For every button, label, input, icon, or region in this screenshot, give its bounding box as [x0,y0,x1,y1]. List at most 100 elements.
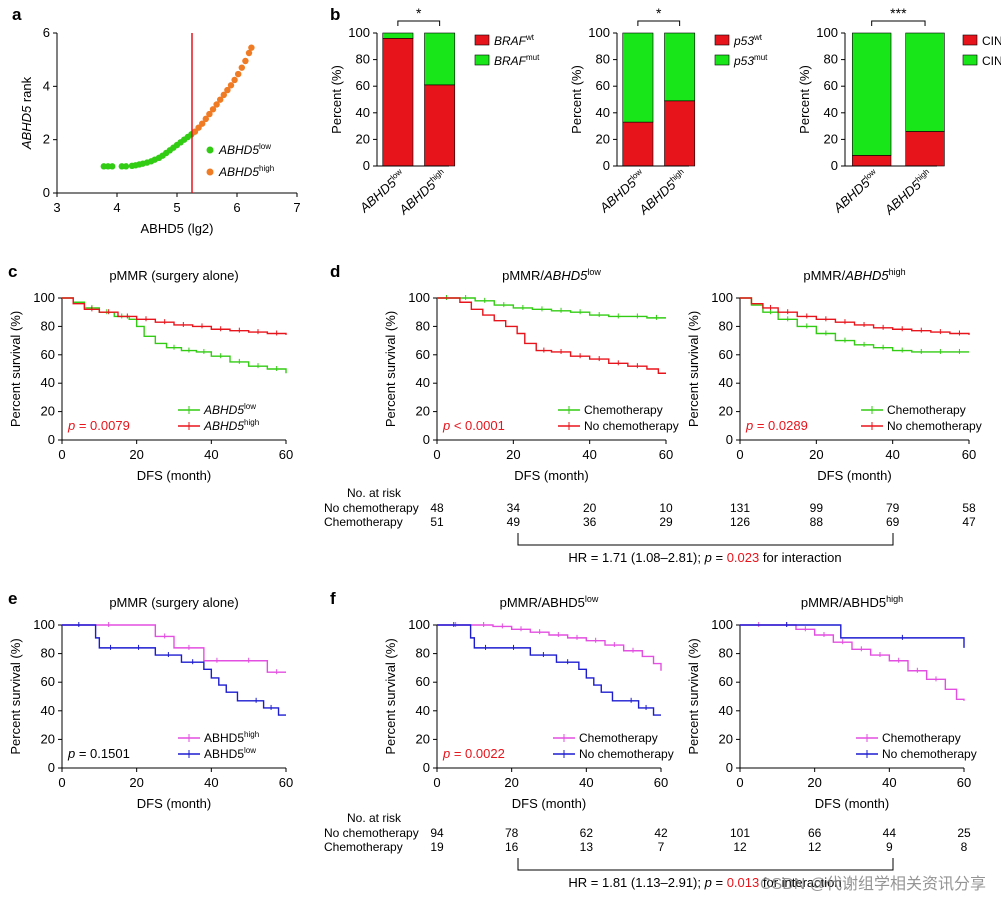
risk-row-label: Chemotherapy [324,840,403,854]
significance-bracket [637,20,681,26]
label-sup: high [428,167,445,184]
risk-count: 13 [580,840,594,854]
legend-label: Chemotherapy [882,731,961,745]
legend-label: Chemotherapy [584,403,663,417]
hr-suffix: for interaction [759,875,841,890]
panel-c: 0 20 40 60 80 100 0 20 40 60 DFS (month) Percent su… [8,262,293,483]
title-gene: ABHD5 [543,268,588,283]
y-axis-label: Percent (%) [797,65,812,134]
scatter-point [220,91,227,99]
legend-swatch [714,34,730,46]
label-name: ABHD5 [203,403,244,417]
y-axis-label: Percent survival (%) [8,638,23,754]
x-tick-label: 4 [113,200,120,215]
survival-curve [62,297,287,335]
scatter-point [235,70,242,78]
scatter-point [206,110,213,118]
y-tick-label: 60 [824,78,838,93]
y-label-rest: rank [19,76,34,105]
panel-letter: b [330,5,340,24]
y-tick-label: 20 [41,404,55,419]
x-axis-label: DFS (month) [137,468,211,483]
y-tick-label: 20 [416,404,430,419]
panel-letter: d [330,262,340,281]
risk-count: 9 [886,840,893,854]
y-tick-label: 20 [719,404,733,419]
risk-count: 36 [583,515,597,529]
interaction-bracket [517,533,894,546]
bar-segment [664,32,696,102]
category-label: ABHD5low [830,167,882,216]
label-name: CIN [982,34,1001,48]
y-tick-label: 100 [348,25,370,40]
y-tick-label: 60 [356,78,370,93]
survival-curve [437,624,661,716]
label-name: ABHD5 [218,143,259,157]
hr-main: HR = 1.81 (1.13–2.91); [568,875,704,890]
y-tick-label: 4 [43,78,50,93]
risk-count: 12 [733,840,747,854]
y-tick-label: 60 [41,347,55,362]
panel-letter: c [8,262,17,281]
risk-count: 19 [430,840,444,854]
scatter-point [231,76,238,84]
hr-p-value: 0.023 [727,550,760,565]
x-axis-label: DFS (month) [512,796,586,811]
y-tick-label: 100 [408,290,430,305]
title-gene: ABHD5 [844,268,889,283]
label-sup: mut [526,53,540,62]
risk-count: 69 [886,515,900,529]
chart-title: pMMR/ABHD5low [502,267,601,283]
legend-swatch [962,54,978,66]
x-tick-label: 7 [293,200,300,215]
risk-count: 58 [962,501,976,515]
panel-f1: 0 20 40 60 80 100 0 20 40 60 DFS (month) Percent su… [330,589,674,811]
hr-text: HR = 1.71 (1.08–2.81); p = 0.023 for int… [568,550,841,565]
label-sup: high [259,164,274,173]
p-number: < 0.0001 [450,418,505,433]
y-tick-label: 60 [596,78,610,93]
label-sup: mut [754,53,768,62]
risk-count: 7 [658,840,665,854]
y-tick-label: 20 [356,131,370,146]
y-tick-label: 0 [831,158,838,173]
risk-count: 78 [505,826,519,840]
risk-header: No. at risk [347,486,402,500]
risk-count: 12 [808,840,822,854]
label-sup: high [244,730,259,739]
survival-curve [437,297,666,374]
label-sup: high [668,167,685,184]
y-tick-label: 2 [43,132,50,147]
risk-count: 20 [583,501,597,515]
y-tick-label: 20 [824,131,838,146]
legend-label: p53mut [733,53,768,68]
risk-count: 48 [430,501,444,515]
p-value: p = 0.0022 [442,746,505,761]
label-sup: high [244,418,259,427]
scatter-point [109,163,116,170]
label-name: BRAF [494,54,527,68]
x-tick-label: 20 [809,447,823,462]
risk-count: 79 [886,501,900,515]
survival-curve [62,624,286,673]
bar-segment [905,131,945,167]
p-value: p = 0.0289 [745,418,808,433]
p-number: = 0.0289 [753,418,808,433]
scatter-point [227,82,235,89]
y-tick-label: 20 [719,731,733,746]
risk-count: 62 [580,826,594,840]
scatter-point [238,64,245,71]
risk-count: 42 [654,826,668,840]
hr-p-eq: = [712,875,727,890]
y-tick-label: 0 [423,432,430,447]
scatter-point [242,57,249,65]
label-name: ABHD5 [203,419,244,433]
hr-p-label: p [704,550,712,565]
bar-segment [424,84,456,167]
label-sup: high [914,167,931,184]
y-tick-label: 80 [824,52,838,67]
hr-main: HR = 1.71 (1.08–2.81); [568,550,704,565]
